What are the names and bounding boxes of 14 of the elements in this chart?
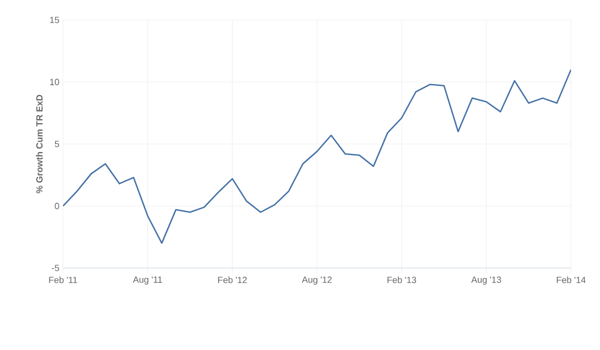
y-tick-label: 15 (50, 16, 60, 24)
x-tick-label: Feb '12 (218, 276, 247, 284)
x-tick-label: Feb '13 (388, 276, 416, 284)
line-series (63, 68, 571, 244)
x-tick-label: Aug '12 (302, 276, 332, 285)
x-tick-label: Feb '14 (556, 276, 586, 284)
x-tick-label: Feb '11 (49, 276, 78, 284)
y-tick-label: 10 (50, 78, 60, 86)
y-axis-title: % Growth Cum TR ExD (36, 94, 43, 194)
y-tick-label: -5 (52, 264, 60, 272)
x-tick-label: Aug '13 (471, 276, 502, 285)
y-tick-label: 5 (54, 140, 60, 148)
x-tick-label: Aug '11 (132, 276, 162, 285)
y-tick-label: 0 (54, 202, 60, 210)
